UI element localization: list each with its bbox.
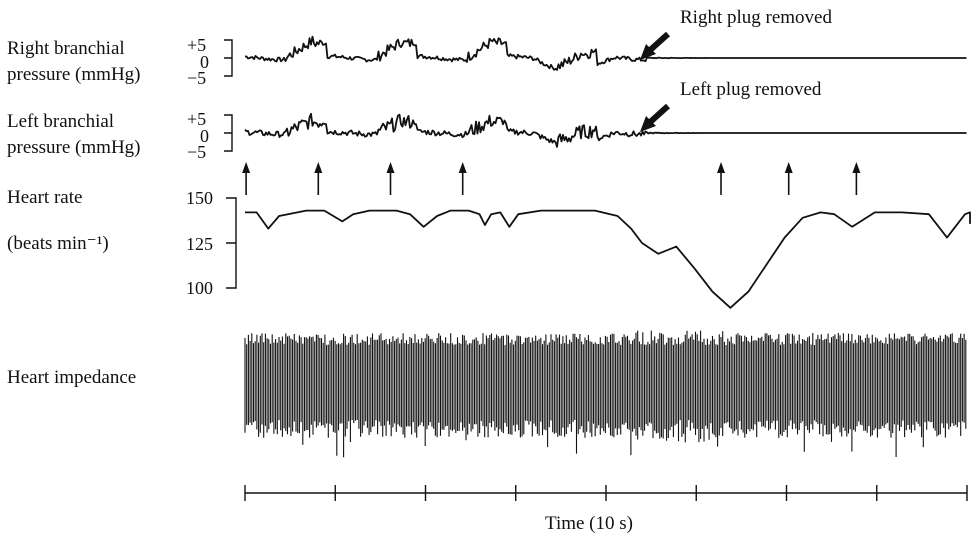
hr-ytick-150: 150 (186, 188, 213, 208)
heart-impedance-trace (244, 330, 967, 458)
heart-rate-label-line2: (beats min⁻¹) (7, 233, 109, 254)
right-ytick-zero: 0 (200, 52, 209, 72)
event-arrow-late-2-head (852, 162, 861, 173)
heart-rate-label-line1: Heart rate (7, 187, 83, 208)
event-arrow-late-1-head (784, 162, 793, 173)
right-plug-annotation: Right plug removed (680, 7, 832, 28)
left-plug-arrow-head (640, 116, 656, 132)
pressure-axis (224, 39, 233, 77)
plug-arrows (640, 31, 671, 132)
right-ytick-minus5: −5 (187, 68, 207, 88)
event-arrow-1-head (314, 162, 323, 173)
left-branchial-panel (224, 112, 967, 152)
hr-axis (226, 197, 237, 289)
left-branchial-label-line1: Left branchial (7, 111, 115, 132)
heart-rate-panel (226, 197, 971, 309)
event-arrow-0-head (242, 162, 251, 173)
heart-impedance-label: Heart impedance (7, 367, 137, 388)
right-ytick-plus5: +5 (187, 35, 207, 55)
hr-ytick-125: 125 (186, 234, 213, 254)
event-arrow-2-head (386, 162, 395, 173)
right-branchial-label-line1: Right branchial (7, 38, 125, 59)
time-axis (244, 485, 968, 501)
left-branchial-label-line2: pressure (mmHg) (7, 137, 141, 158)
left-ytick-zero: 0 (200, 126, 209, 146)
left-plug-annotation: Left plug removed (680, 79, 822, 100)
heart-rate-line (245, 209, 971, 309)
event-arrow-late-0-head (717, 162, 726, 173)
time-axis-label: Time (10 s) (545, 513, 633, 534)
left-ytick-minus5: −5 (187, 142, 207, 162)
right-plug-arrow-shaft (645, 31, 671, 55)
right-branchial-label-line2: pressure (mmHg) (7, 64, 141, 85)
event-arrows (242, 162, 861, 195)
left-plug-arrow-shaft (645, 103, 671, 127)
pressure-axis (224, 114, 233, 152)
event-arrow-3-head (458, 162, 467, 173)
heart-impedance-panel (244, 330, 967, 458)
right-plug-arrow-head (640, 44, 656, 60)
right-branchial-panel (224, 35, 967, 77)
left-ytick-plus5: +5 (187, 109, 207, 129)
hr-ytick-100: 100 (186, 278, 213, 298)
pressure-trace (244, 35, 967, 71)
pressure-trace (244, 112, 967, 148)
